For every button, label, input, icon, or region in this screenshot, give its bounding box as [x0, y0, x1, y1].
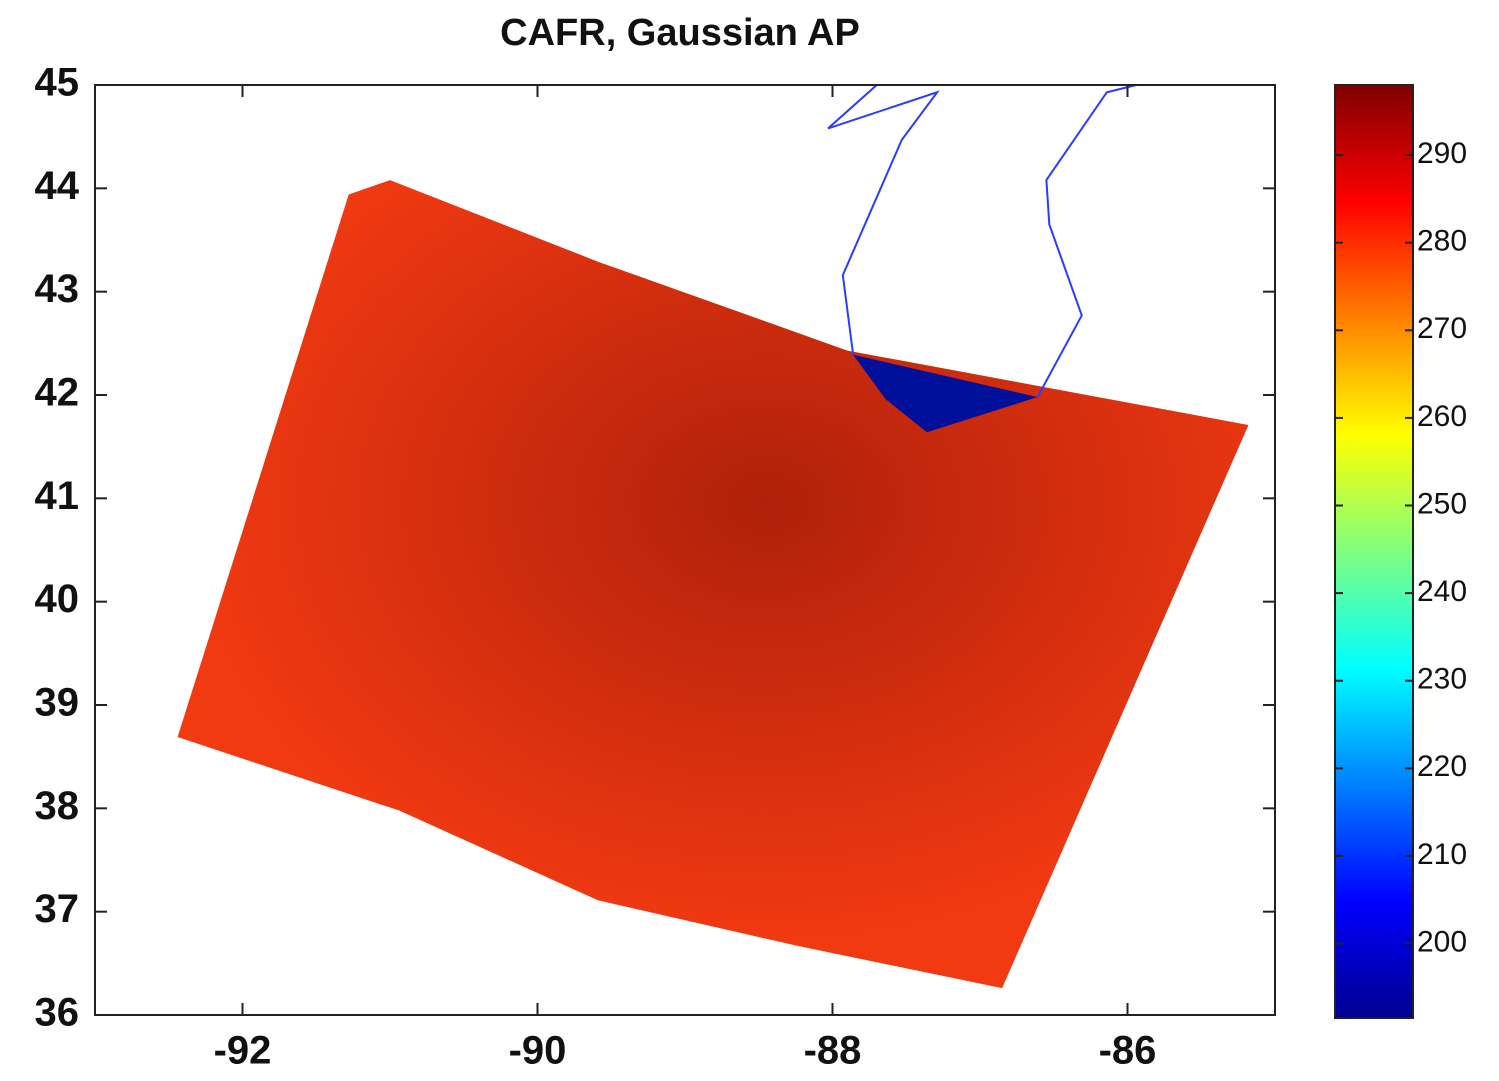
- y-tick-label: 44: [35, 164, 80, 208]
- colorbar-tick-label: 230: [1417, 663, 1467, 696]
- x-tick-label: -92: [214, 1029, 272, 1073]
- plot-area: [177, 84, 1249, 989]
- chart-title: CAFR, Gaussian AP: [500, 12, 860, 54]
- colorbar-tick-label: 240: [1417, 575, 1467, 608]
- colorbar-tick-label: 270: [1417, 312, 1467, 345]
- x-tick-label: -88: [804, 1029, 862, 1073]
- lake: [853, 354, 1038, 433]
- y-tick-label: 36: [35, 991, 80, 1035]
- y-tick-label: 38: [35, 784, 80, 828]
- y-tick-label: 41: [35, 474, 80, 518]
- y-tick-label: 40: [35, 577, 80, 621]
- y-tick-label: 39: [35, 681, 80, 725]
- y-tick-label: 42: [35, 371, 80, 415]
- y-tick-label: 43: [35, 267, 80, 311]
- shoreline: [1036, 84, 1137, 398]
- x-tick-label: -86: [1099, 1029, 1157, 1073]
- colorbar-tick-label: 260: [1417, 400, 1467, 433]
- colorbar-tick-label: 200: [1417, 925, 1467, 958]
- swath-shade: [177, 180, 1249, 989]
- colorbar: [1334, 84, 1414, 1019]
- x-tick-label: -90: [509, 1029, 567, 1073]
- y-tick-label: 37: [35, 887, 80, 931]
- colorbar-tick-label: 220: [1417, 750, 1467, 783]
- colorbar-tick-label: 210: [1417, 838, 1467, 871]
- colorbar-tick-label: 290: [1417, 137, 1467, 170]
- shoreline: [827, 84, 940, 355]
- colorbar-tick-label: 280: [1417, 225, 1467, 258]
- y-tick-label: 45: [35, 61, 80, 105]
- colorbar-tick-label: 250: [1417, 487, 1467, 520]
- axes-frame: [94, 84, 1276, 1016]
